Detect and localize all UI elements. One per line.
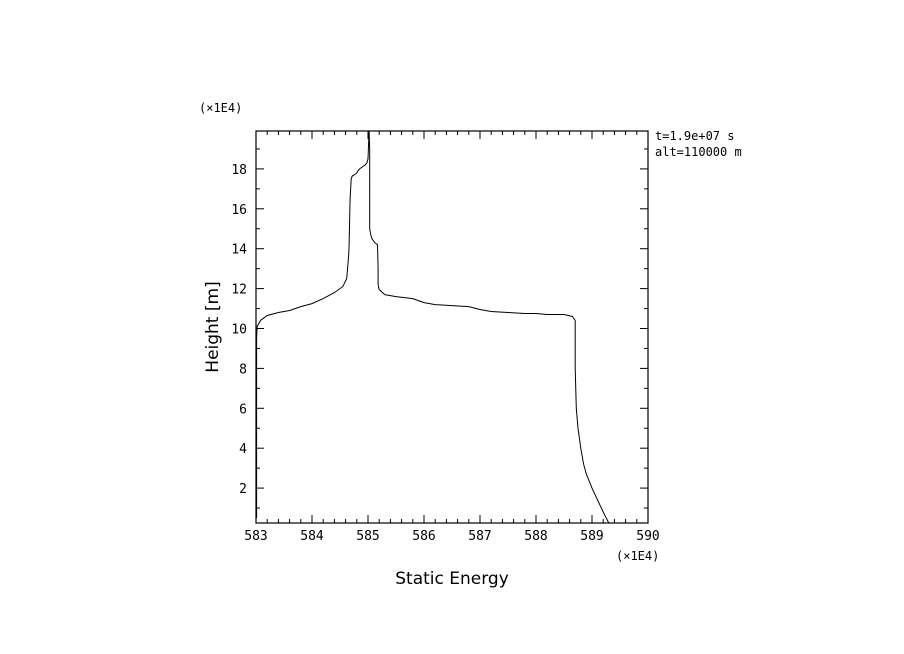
x-tick-label: 584 — [300, 529, 324, 544]
altitude-annotation: alt=110000 m — [655, 145, 742, 159]
y-multiplier-label: (×1E4) — [199, 101, 242, 115]
x-tick-label: 583 — [244, 529, 267, 544]
y-axis: 2 4 6 8 10 12 14 16 18 — [231, 148, 648, 509]
x-tick-label: 590 — [636, 529, 659, 544]
x-tick-label: 588 — [524, 529, 547, 544]
y-tick-label: 18 — [231, 163, 247, 178]
y-axis-title: Height [m] — [203, 281, 223, 372]
x-tick-label: 587 — [468, 529, 491, 544]
x-tick-label: 586 — [412, 529, 435, 544]
x-tick-label: 585 — [356, 529, 379, 544]
y-tick-label: 8 — [239, 362, 247, 377]
y-tick-label: 14 — [231, 243, 247, 258]
x-axis-title: Static Energy — [395, 569, 509, 589]
y-tick-label: 4 — [239, 442, 247, 457]
x-axis: 583 584 585 586 587 588 589 590 — [244, 131, 660, 544]
series-line — [256, 130, 610, 524]
y-tick-label: 6 — [239, 402, 247, 417]
y-tick-label: 10 — [231, 322, 247, 337]
y-tick-label: 16 — [231, 203, 247, 218]
y-tick-label: 12 — [231, 283, 247, 298]
x-tick-label: 589 — [580, 529, 603, 544]
time-annotation: t=1.9e+07 s — [655, 129, 734, 143]
x-multiplier-label: (×1E4) — [616, 549, 659, 563]
plot-frame — [255, 130, 649, 524]
y-tick-label: 2 — [239, 482, 247, 497]
